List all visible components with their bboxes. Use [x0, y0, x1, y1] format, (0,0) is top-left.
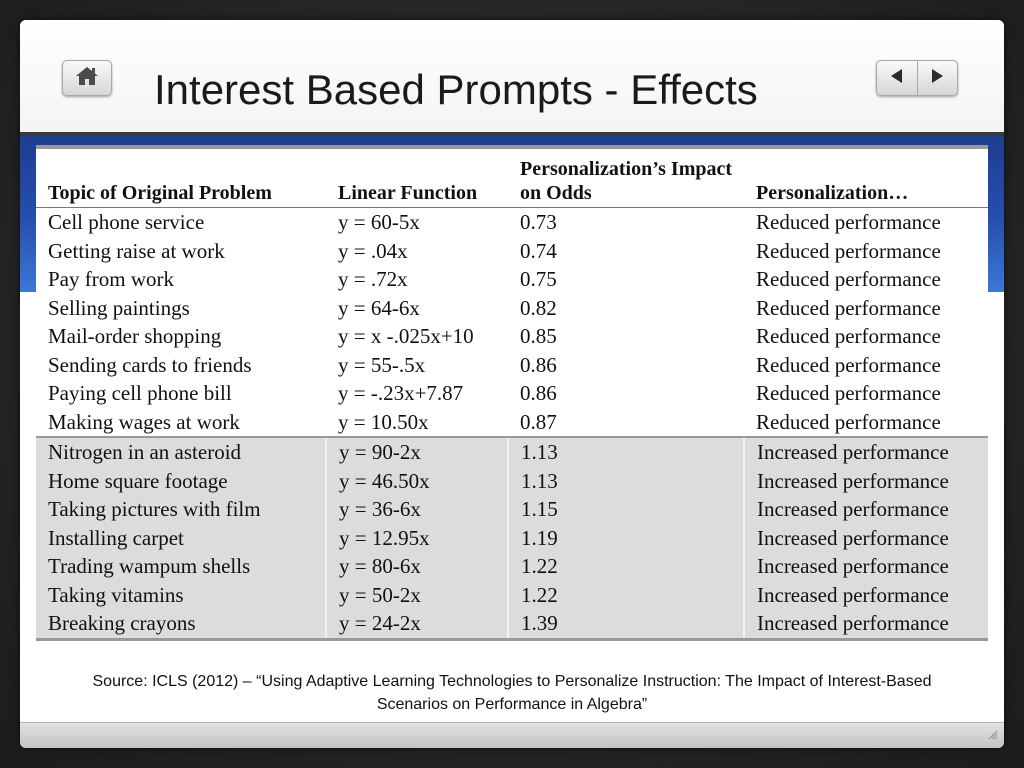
cell-odds: 1.13: [507, 466, 744, 495]
previous-slide-button[interactable]: [877, 61, 917, 95]
column-header-function: Linear Function: [326, 145, 508, 208]
cell-function: y = 46.50x: [325, 466, 508, 495]
cell-topic: Paying cell phone bill: [36, 379, 326, 408]
column-header-odds: Personalization’s Impact on Odds: [508, 145, 744, 208]
cell-effect: Increased performance: [743, 523, 988, 552]
cell-topic: Installing carpet: [36, 523, 326, 552]
cell-effect: Reduced performance: [744, 293, 988, 322]
cell-odds: 0.75: [508, 265, 744, 294]
cell-effect: Increased performance: [743, 609, 988, 641]
cell-odds: 0.73: [508, 207, 744, 237]
cell-effect: Reduced performance: [744, 322, 988, 351]
cell-topic: Pay from work: [36, 265, 326, 294]
cell-function: y = 64-6x: [326, 293, 508, 322]
cell-function: y = .04x: [326, 236, 508, 265]
cell-odds: 0.86: [508, 379, 744, 408]
cell-function: y = -.23x+7.87: [326, 379, 508, 408]
table-body: Cell phone service y = 60-5x 0.73 Reduced p…: [36, 207, 988, 641]
slide-nav-group: [876, 60, 958, 96]
table-row: Breaking crayons y = 24-2x 1.39 Increased p…: [36, 609, 988, 641]
cell-odds: 0.74: [508, 236, 744, 265]
table-row: Mail-order shopping y = x -.025x+10 0.85 Re…: [36, 322, 988, 351]
cell-function: y = 90-2x: [325, 436, 508, 467]
triangle-left-icon: [888, 67, 906, 90]
cell-function: y = 12.95x: [325, 523, 508, 552]
home-icon: [75, 65, 99, 92]
table-row: Nitrogen in an asteroid y = 90-2x 1.13 Incr…: [36, 436, 988, 467]
nav-divider: [916, 61, 918, 95]
cell-effect: Increased performance: [743, 552, 988, 581]
status-bar: [20, 722, 1004, 748]
column-header-effect: Personalization…: [744, 145, 988, 208]
cell-odds: 1.15: [507, 495, 744, 524]
table-header-row: Topic of Original Problem Linear Functio…: [36, 145, 988, 208]
table-row: Selling paintings y = 64-6x 0.82 Reduced pe…: [36, 293, 988, 322]
cell-function: y = 10.50x: [326, 407, 508, 437]
cell-topic: Sending cards to friends: [36, 350, 326, 379]
cell-odds: 1.22: [507, 580, 744, 609]
cell-effect: Increased performance: [743, 466, 988, 495]
column-header-topic: Topic of Original Problem: [36, 145, 326, 208]
cell-function: y = x -.025x+10: [326, 322, 508, 351]
cell-odds: 0.87: [508, 407, 744, 437]
cell-topic: Taking vitamins: [36, 580, 326, 609]
source-citation: Source: ICLS (2012) – “Using Adaptive Le…: [92, 673, 932, 713]
next-slide-button[interactable]: [917, 61, 957, 95]
table-row: Paying cell phone bill y = -.23x+7.87 0.86…: [36, 379, 988, 408]
cell-topic: Trading wampum shells: [36, 552, 326, 581]
table-row: Installing carpet y = 12.95x 1.19 Increased…: [36, 523, 988, 552]
slide: Interest Based Prompts - Effects Topic o…: [20, 20, 1004, 748]
cell-topic: Taking pictures with film: [36, 495, 326, 524]
cell-effect: Reduced performance: [744, 207, 988, 237]
cell-odds: 1.22: [507, 552, 744, 581]
cell-odds: 1.19: [507, 523, 744, 552]
cell-effect: Increased performance: [743, 580, 988, 609]
home-button[interactable]: [62, 60, 112, 96]
table-row: Trading wampum shells y = 80-6x 1.22 Increa…: [36, 552, 988, 581]
cell-topic: Mail-order shopping: [36, 322, 326, 351]
cell-topic: Selling paintings: [36, 293, 326, 322]
resize-grip-icon[interactable]: [986, 727, 998, 745]
cell-effect: Reduced performance: [744, 350, 988, 379]
cell-odds: 0.82: [508, 293, 744, 322]
table-row: Cell phone service y = 60-5x 0.73 Reduced p…: [36, 207, 988, 237]
cell-function: y = .72x: [326, 265, 508, 294]
slide-title: Interest Based Prompts - Effects: [154, 66, 758, 113]
cell-effect: Increased performance: [743, 436, 988, 467]
cell-effect: Increased performance: [743, 495, 988, 524]
cell-topic: Nitrogen in an asteroid: [36, 436, 326, 467]
cell-function: y = 60-5x: [326, 207, 508, 237]
triangle-right-icon: [928, 67, 946, 90]
cell-topic: Home square footage: [36, 466, 326, 495]
cell-function: y = 24-2x: [325, 609, 508, 641]
cell-effect: Reduced performance: [744, 265, 988, 294]
table-row: Taking pictures with film y = 36-6x 1.15 In…: [36, 495, 988, 524]
results-table: Topic of Original Problem Linear Functio…: [36, 145, 988, 641]
cell-effect: Reduced performance: [744, 236, 988, 265]
table-row: Home square footage y = 46.50x 1.13 Increas…: [36, 466, 988, 495]
cell-topic: Breaking crayons: [36, 609, 326, 641]
table-row: Taking vitamins y = 50-2x 1.22 Increased pe…: [36, 580, 988, 609]
table-row: Pay from work y = .72x 0.75 Reduced perform…: [36, 265, 988, 294]
cell-odds: 0.86: [508, 350, 744, 379]
table-row: Making wages at work y = 10.50x 0.87 Reduce…: [36, 407, 988, 437]
cell-function: y = 50-2x: [325, 580, 508, 609]
cell-topic: Making wages at work: [36, 407, 326, 437]
cell-effect: Reduced performance: [744, 407, 988, 437]
cell-topic: Getting raise at work: [36, 236, 326, 265]
cell-odds: 1.39: [507, 609, 744, 641]
table-row: Sending cards to friends y = 55-.5x 0.86 Re…: [36, 350, 988, 379]
cell-odds: 0.85: [508, 322, 744, 351]
cell-effect: Reduced performance: [744, 379, 988, 408]
table-row: Getting raise at work y = .04x 0.74 Reduced…: [36, 236, 988, 265]
results-table-image: Topic of Original Problem Linear Functio…: [36, 145, 988, 641]
cell-odds: 1.13: [507, 436, 744, 467]
cell-function: y = 55-.5x: [326, 350, 508, 379]
cell-function: y = 36-6x: [325, 495, 508, 524]
title-area: Interest Based Prompts - Effects: [20, 20, 1004, 132]
cell-function: y = 80-6x: [325, 552, 508, 581]
cell-topic: Cell phone service: [36, 207, 326, 237]
